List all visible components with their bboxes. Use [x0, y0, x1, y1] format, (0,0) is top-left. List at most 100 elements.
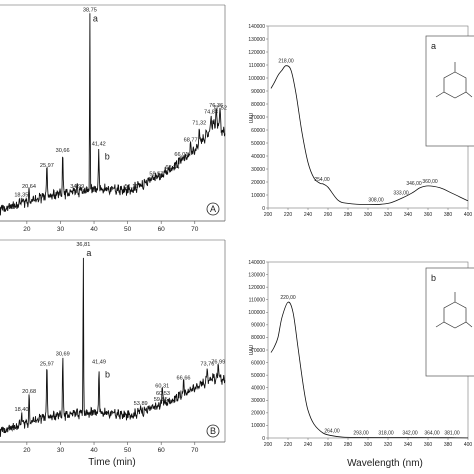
chromA-peak-label: 77,52 — [213, 105, 227, 111]
chrom-a-tag-circle — [206, 202, 220, 216]
uvB-peak-label: 264,00 — [324, 429, 340, 435]
uvB-x-tick-label: 240 — [304, 442, 313, 448]
chrom-b-x-axis-label: Time (min) — [88, 457, 135, 468]
uvA-y-tick-label: 130000 — [248, 37, 265, 43]
chromA-x-tick-label: 50 — [124, 226, 132, 233]
chromB-peak-label: 59,85 — [154, 397, 168, 403]
chromA-peak-label: 63,34 — [165, 165, 179, 171]
uv-a-inset-tag: a — [431, 41, 436, 51]
uvA-y-tick-label: 30000 — [251, 167, 265, 173]
chromA-peak-tag: b — [105, 152, 110, 162]
chromA-peak-label: 51,11 — [125, 184, 139, 190]
uv-b-structure-inset: b — [425, 267, 474, 377]
chromA-peak-label: 66,01 — [174, 152, 188, 158]
uvA-x-tick-label: 300 — [364, 212, 373, 218]
uvA-y-tick-label: 70000 — [251, 115, 265, 121]
uvA-x-tick-label: 200 — [264, 212, 273, 218]
uvA-x-tick-label: 340 — [404, 212, 413, 218]
uvA-x-tick-label: 280 — [344, 212, 353, 218]
chromA-peak-label: 41,42 — [92, 142, 106, 148]
uvB-y-tick-label: 120000 — [248, 285, 265, 291]
uvB-y-tick-label: 60000 — [251, 360, 265, 366]
uvA-peak-label: 254,00 — [314, 177, 330, 183]
chromA-x-tick-label: 70 — [191, 226, 199, 233]
uvB-y-tick-label: 100000 — [248, 310, 265, 316]
uvA-peak-label: 360,00 — [422, 179, 438, 185]
uvB-peak-label: 318,00 — [378, 430, 394, 436]
chromB-peak-label: 41,49 — [92, 359, 106, 365]
uvB-x-tick-label: 400 — [464, 442, 473, 448]
uvA-peak-label: 308,00 — [368, 198, 384, 204]
chromA-x-tick-label: 30 — [57, 226, 65, 233]
uv-b-x-axis-label: Wavelength (nm) — [347, 458, 423, 469]
uvB-y-tick-label: 30000 — [251, 398, 265, 404]
chromB-peak-tag: a — [86, 248, 91, 258]
uvB-peak-label: 220,00 — [280, 295, 296, 301]
chrom-a-trace — [0, 13, 226, 216]
chromA-peak-label: 58,57 — [149, 171, 163, 177]
uvA-x-tick-label: 260 — [324, 212, 333, 218]
uvA-x-tick-label: 380 — [444, 212, 453, 218]
uvA-x-tick-label: 400 — [464, 212, 473, 218]
uvA-y-tick-label: 120000 — [248, 50, 265, 56]
uv-a-panel: 0 10000 20000 30000 40000 50000 60000 70000 8000… — [248, 24, 474, 218]
uvB-x-tick-label: 280 — [344, 442, 353, 448]
uvA-y-tick-label: 60000 — [251, 128, 265, 134]
uv-b-panel: 0 10000 20000 30000 40000 50000 60000 70000 8000… — [248, 260, 474, 469]
uvB-y-tick-label: 10000 — [251, 423, 265, 429]
uvB-y-tick-label: 80000 — [251, 335, 265, 341]
chromB-x-tick-label: 30 — [57, 447, 65, 454]
chromB-peak-label: 66,66 — [177, 375, 191, 381]
uvA-x-tick-label: 360 — [424, 212, 433, 218]
uv-a-trace — [270, 65, 469, 206]
chromB-peak-label: 60,31 — [155, 383, 169, 389]
chromB-x-tick-label: 40 — [90, 447, 98, 454]
uvB-x-tick-label: 200 — [264, 442, 273, 448]
chromA-peak-label: 18,35 — [14, 193, 28, 199]
uvB-y-tick-label: 70000 — [251, 348, 265, 354]
chromB-x-tick-label: 50 — [124, 447, 132, 454]
uvA-y-tick-label: 40000 — [251, 154, 265, 160]
uvB-x-tick-label: 260 — [324, 442, 333, 448]
uv-b-trace — [270, 301, 469, 439]
chromA-peak-label: 34,99 — [70, 184, 84, 190]
uv-b-y-axis-label: UAU — [249, 344, 255, 355]
chromB-peak-label: 30,69 — [56, 351, 70, 357]
chromA-peak-label: 38,75 — [83, 7, 97, 13]
chromB-x-tick-label: 60 — [158, 447, 166, 454]
uvB-x-tick-label: 340 — [404, 442, 413, 448]
chrom-b-trace — [0, 257, 226, 437]
uvA-y-tick-label: 90000 — [251, 89, 265, 95]
chrom-b-tag: B — [210, 426, 216, 436]
uv-b-molecule-icon — [435, 292, 473, 329]
chromB-peak-label: 20,68 — [22, 389, 36, 395]
uvA-y-tick-label: 100000 — [248, 76, 265, 82]
chromB-peak-label: 76,99 — [211, 359, 225, 365]
chromB-peak-label: 73,76 — [200, 361, 214, 367]
chromB-peak-label: 53,89 — [134, 401, 148, 407]
uvA-y-tick-label: 10000 — [251, 193, 265, 199]
chromA-peak-label: 68,77 — [184, 137, 198, 143]
uvA-y-tick-label: 50000 — [251, 141, 265, 147]
uvB-x-tick-label: 360 — [424, 442, 433, 448]
chromA-peak-label: 25,97 — [40, 163, 54, 169]
uvA-x-tick-label: 240 — [304, 212, 313, 218]
chrom-a-tag: A — [210, 204, 216, 214]
chromB-x-tick-label: 70 — [191, 447, 199, 454]
chromB-peak-label: 25,97 — [40, 361, 54, 367]
uvB-x-tick-label: 300 — [364, 442, 373, 448]
uvB-x-tick-label: 320 — [384, 442, 393, 448]
chromA-x-tick-label: 20 — [23, 226, 31, 233]
uvA-y-tick-label: 110000 — [249, 63, 266, 69]
chromA-peak-label: 76,36 — [209, 103, 223, 109]
chromA-peak-label: 71,32 — [192, 120, 206, 126]
uvB-y-tick-label: 40000 — [251, 386, 265, 392]
uvA-y-tick-label: 0 — [262, 206, 265, 212]
chromA-peak-label: 30,66 — [56, 148, 70, 154]
uvB-y-tick-label: 50000 — [251, 373, 265, 379]
chrom-b-tag-circle — [206, 424, 220, 438]
uvA-y-tick-label: 140000 — [248, 24, 265, 30]
uvB-x-tick-label: 220 — [284, 442, 293, 448]
